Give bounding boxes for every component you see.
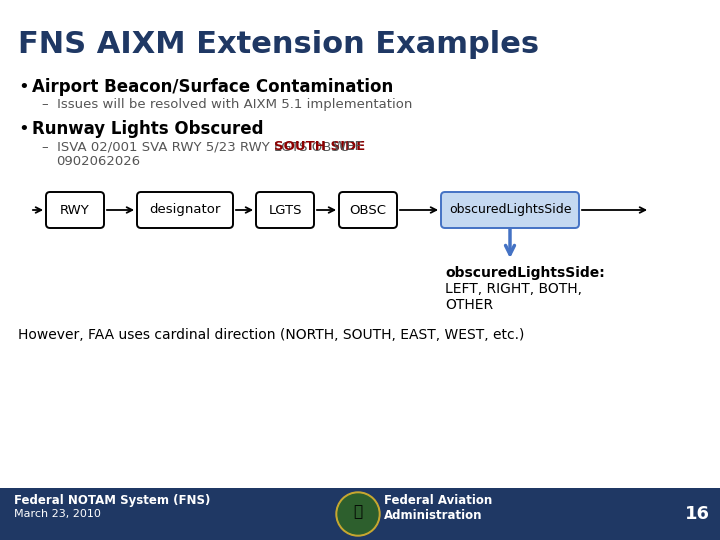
Text: •: • [18, 78, 29, 96]
Text: LEFT, RIGHT, BOTH,: LEFT, RIGHT, BOTH, [445, 282, 582, 296]
Circle shape [338, 494, 378, 534]
Text: 16: 16 [685, 505, 709, 523]
Text: obscuredLightsSide:: obscuredLightsSide: [445, 266, 605, 280]
Text: obscuredLightsSide: obscuredLightsSide [449, 204, 571, 217]
Text: 0902062026: 0902062026 [56, 155, 140, 168]
Text: Administration: Administration [384, 509, 482, 522]
Text: March 23, 2010: March 23, 2010 [14, 509, 101, 519]
Text: designator: designator [149, 204, 221, 217]
Text: LGTS: LGTS [269, 204, 302, 217]
FancyBboxPatch shape [256, 192, 314, 228]
FancyBboxPatch shape [339, 192, 397, 228]
Text: 🦅: 🦅 [354, 504, 363, 519]
Text: However, FAA uses cardinal direction (NORTH, SOUTH, EAST, WEST, etc.): However, FAA uses cardinal direction (NO… [18, 328, 524, 342]
Text: WEF: WEF [329, 140, 362, 153]
Text: –  Issues will be resolved with AIXM 5.1 implementation: – Issues will be resolved with AIXM 5.1 … [42, 98, 413, 111]
Text: •: • [18, 120, 29, 138]
Text: Federal Aviation: Federal Aviation [384, 494, 492, 507]
Text: OBSC: OBSC [349, 204, 387, 217]
Text: Runway Lights Obscured: Runway Lights Obscured [32, 120, 264, 138]
Text: SOUTH SIDE: SOUTH SIDE [274, 140, 365, 153]
Text: RWY: RWY [60, 204, 90, 217]
FancyBboxPatch shape [46, 192, 104, 228]
Text: Federal NOTAM System (FNS): Federal NOTAM System (FNS) [14, 494, 210, 507]
Circle shape [336, 492, 380, 536]
Text: FNS AIXM Extension Examples: FNS AIXM Extension Examples [18, 30, 539, 59]
Bar [0, 488, 720, 540]
Text: OTHER: OTHER [445, 298, 493, 312]
Text: Airport Beacon/Surface Contamination: Airport Beacon/Surface Contamination [32, 78, 393, 96]
FancyBboxPatch shape [441, 192, 579, 228]
Text: –  ISVA 02/001 SVA RWY 5/23 RWY LGTS OBSC: – ISVA 02/001 SVA RWY 5/23 RWY LGTS OBSC [42, 140, 353, 153]
FancyBboxPatch shape [137, 192, 233, 228]
